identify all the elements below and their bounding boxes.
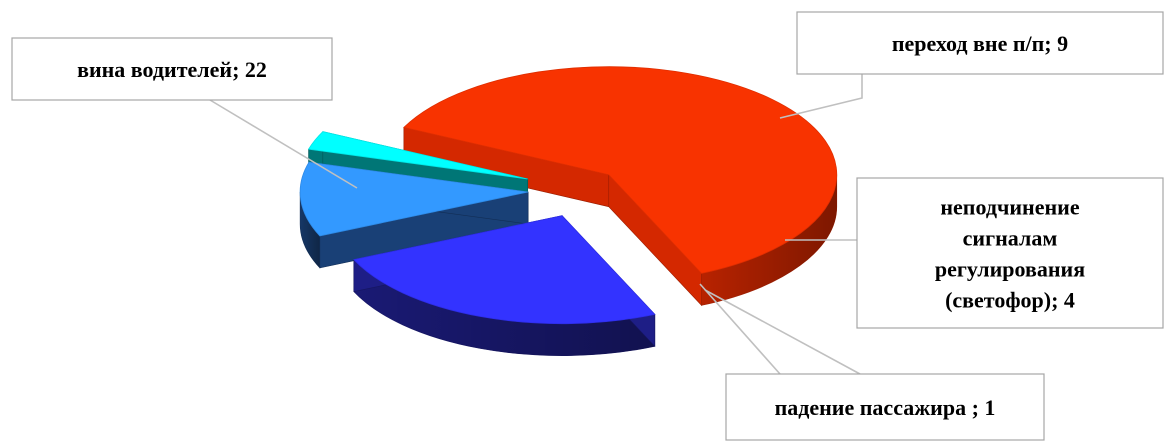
data-label-text: неподчинение: [940, 195, 1079, 220]
pie-slices: [299, 66, 838, 356]
pie-slice-top: [299, 161, 529, 237]
leader-line: [779, 74, 863, 119]
data-label-1: вина водителей; 22: [11, 37, 358, 189]
data-label-3: неподчинение сигналам регулирования (светоф…: [785, 177, 1164, 329]
pie-slice-wall-shade: [353, 259, 655, 356]
pie-slice-top: [353, 215, 656, 325]
data-label-4: падение пассажира ; 1: [699, 283, 1045, 441]
data-label-text: сигналам: [963, 226, 1058, 251]
data-label-text: вина водителей; 22: [77, 57, 267, 82]
data-label-text: падение пассажира ; 1: [775, 395, 996, 420]
data-label-text: регулирования: [935, 257, 1085, 282]
data-label-box: [856, 177, 1164, 329]
data-label-box: [725, 373, 1045, 441]
pie-slice-wall-shade: [300, 191, 320, 268]
data-label-callouts: вина водителей; 22 переход вне п/п; 9 непо…: [11, 11, 1164, 441]
leader-line: [699, 283, 781, 375]
data-label-text: переход вне п/п; 9: [892, 31, 1068, 56]
leader-line: [209, 99, 358, 189]
pie-slice-wall-shade: [701, 174, 837, 306]
data-label-text: (светофор); 4: [945, 288, 1075, 313]
pie-slice-2: [353, 214, 656, 356]
data-label-box: [796, 11, 1164, 75]
data-label-box: [11, 37, 333, 101]
data-label-2: переход вне п/п; 9: [779, 11, 1164, 119]
pie-slice-1: [403, 66, 838, 307]
pie-slice-3: [299, 161, 529, 269]
pie-slice-top: [403, 66, 838, 274]
pie-slice-top: [307, 131, 528, 180]
leader-line: [704, 289, 861, 375]
